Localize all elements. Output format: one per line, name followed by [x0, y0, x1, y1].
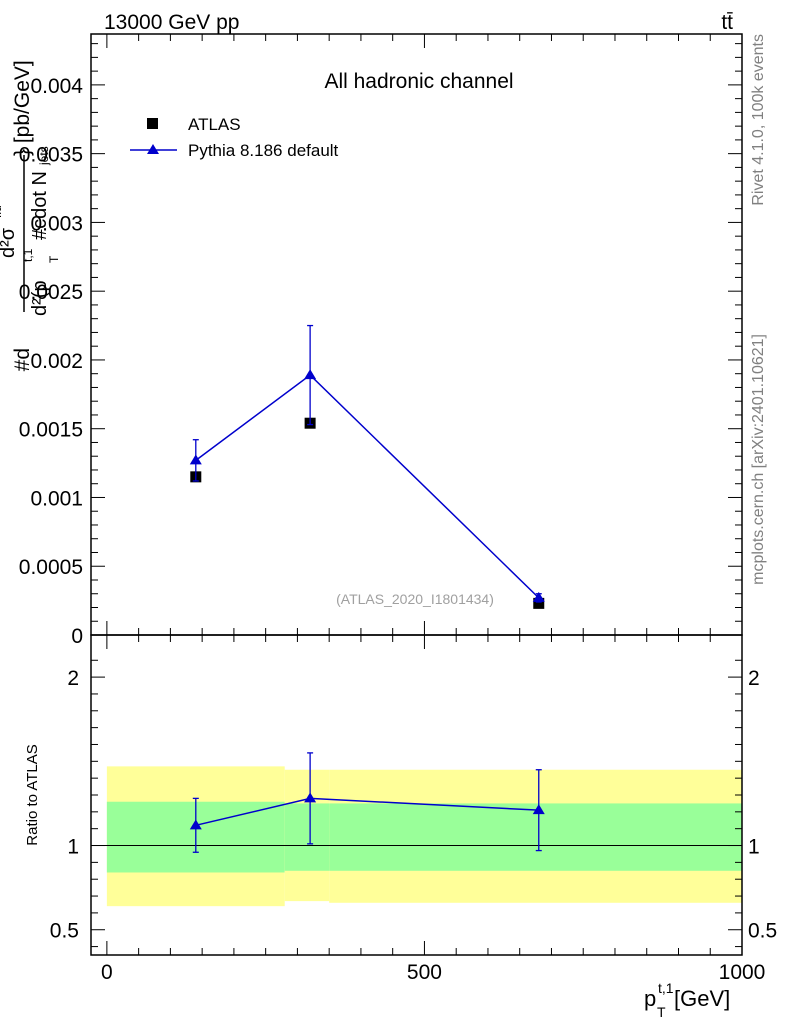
ratio-ytick-label-left-1: 1	[67, 836, 79, 859]
main-ytick-label-6: 0.003	[30, 212, 83, 235]
ratio-point-0	[189, 819, 202, 830]
inner-band-2	[329, 803, 742, 871]
pythia-point-2	[532, 591, 545, 602]
main-ytick-label-0: 0	[71, 625, 83, 648]
ratio-xtick-label-1: 500	[407, 961, 442, 984]
uncertainty-bands	[91, 766, 742, 907]
ylabel-sub-t: T	[47, 255, 61, 263]
main-ytick-label-8: 0.004	[30, 75, 83, 98]
ylabel-sup-t1: t,1	[21, 248, 35, 262]
ratio-xtick-label-2: 1000	[719, 961, 766, 984]
atlas-point-2	[533, 597, 545, 609]
pythia-point-0	[189, 454, 202, 465]
ratio-xtick-label-0: 0	[101, 961, 113, 984]
inner-band-1	[284, 803, 330, 871]
legend: ATLAS Pythia 8.186 default	[130, 115, 339, 160]
pythia-line	[195, 374, 540, 599]
chart-title: All hadronic channel	[324, 70, 513, 93]
rivet-version-label: Rivet 4.1.0, 100k events	[750, 34, 767, 206]
analysis-watermark: (ATLAS_2020_I1801434)	[336, 591, 494, 607]
ratio-point-1	[304, 792, 317, 803]
source-label: mcplots.cern.ch [arXiv:2401.10621]	[750, 334, 767, 585]
xlabel-unit: [GeV]	[674, 986, 730, 1011]
ylabel-numerator: d²σ	[0, 227, 19, 258]
ratio-data-marks	[189, 752, 545, 853]
xlabel-sup: t,1	[658, 980, 674, 996]
ylabel-denominator: d²(p	[29, 280, 51, 316]
ratio-ytick-label-left-2: 2	[67, 667, 79, 690]
main-ytick-label-4: 0.002	[30, 350, 83, 373]
ratio-ytick-label-right-2: 2	[748, 667, 760, 690]
ylabel-cdot: #cdot N	[29, 171, 51, 240]
ratio-ytick-label-right-0: 0.5	[748, 920, 777, 943]
ylabel-fid: fid	[0, 205, 4, 218]
legend-atlas-marker	[147, 118, 158, 129]
axis-ticks: 0 0.0005 0.001 0.0015 0.002 0.0025 0.003 0.0035…	[19, 34, 777, 984]
main-ytick-label-2: 0.001	[30, 487, 83, 510]
main-ytick-label-1: 0.0005	[19, 556, 83, 579]
legend-atlas-label: ATLAS	[188, 115, 241, 134]
ratio-y-axis-label: Ratio to ATLAS	[24, 744, 41, 845]
process-label: tt̄	[721, 11, 733, 34]
ylabel-unit: } [pb/GeV]	[11, 60, 34, 156]
ratio-ytick-label-right-1: 1	[748, 836, 760, 859]
ylabel-hash-d: #d	[11, 348, 34, 371]
legend-pythia-label: Pythia 8.186 default	[188, 141, 339, 160]
xlabel-p: p	[644, 986, 656, 1011]
ratio-ytick-label-left-0: 0.5	[50, 920, 79, 943]
x-axis-label: p T t,1 [GeV]	[644, 980, 730, 1020]
main-ytick-label-7: 0.0035	[19, 144, 83, 167]
main-y-axis-label: #d } [pb/GeV] d²σ fid d²(p T t,1 #cdot N…	[0, 60, 61, 371]
legend-pythia-marker	[147, 144, 159, 154]
ylabel-jets: jets	[37, 146, 51, 166]
main-data-marks	[189, 324, 545, 609]
main-ytick-label-3: 0.0015	[19, 419, 83, 442]
xlabel-sub: T	[657, 1004, 666, 1020]
energy-label: 13000 GeV pp	[104, 11, 239, 34]
main-ytick-label-5: 0.0025	[19, 281, 83, 304]
pythia-point-1	[304, 369, 317, 380]
ratio-point-2	[532, 804, 545, 815]
